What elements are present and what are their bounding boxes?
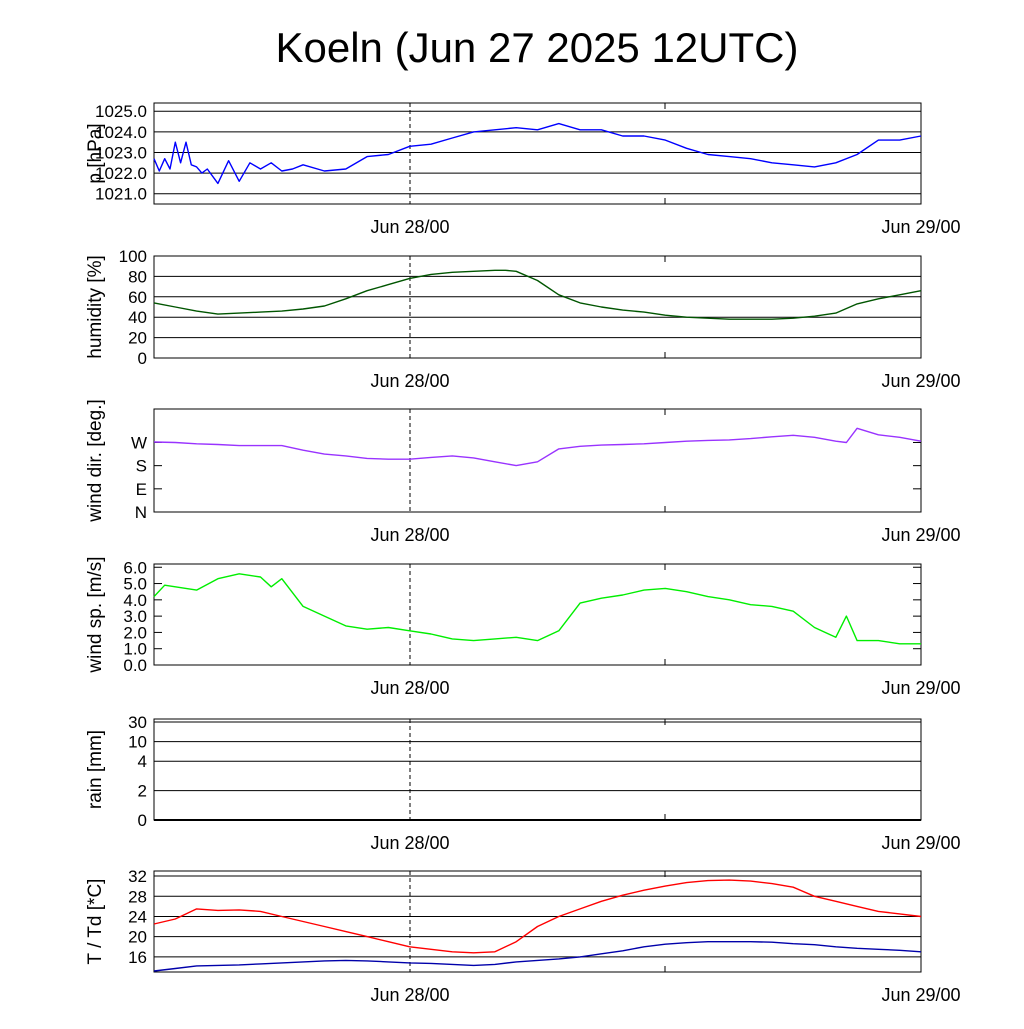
panel-frame-3 <box>153 408 922 513</box>
x-tick-label: Jun 28/00 <box>370 678 449 698</box>
y-tick-label: 2.0 <box>123 623 147 642</box>
y-tick-label: 32 <box>128 867 147 886</box>
y-tick-label: 1025.0 <box>95 102 147 121</box>
y-tick-label: 1022.0 <box>95 164 147 183</box>
y-axis-label: p [hPa] <box>85 123 106 183</box>
y-tick-label: E <box>136 480 147 499</box>
y-tick-label: 60 <box>128 288 147 307</box>
panel-frame-5 <box>153 718 922 821</box>
series-line <box>153 573 921 645</box>
chart-title: Koeln (Jun 27 2025 12UTC) <box>275 24 799 71</box>
y-tick-label: W <box>131 433 147 452</box>
y-tick-label: 5.0 <box>123 575 147 594</box>
x-tick-label: Jun 29/00 <box>881 371 960 391</box>
y-tick-label: 24 <box>128 907 147 926</box>
x-tick-label: Jun 29/00 <box>881 985 960 1005</box>
series-line <box>153 269 922 320</box>
x-tick-label: Jun 28/00 <box>370 833 449 853</box>
y-tick-label: 0 <box>138 349 147 368</box>
y-tick-label: 1021.0 <box>95 185 147 204</box>
y-axis-label: humidity [%] <box>85 255 106 358</box>
panel-frame-4 <box>153 563 922 666</box>
series-line <box>153 122 922 185</box>
y-tick-label: 0.0 <box>123 656 147 675</box>
y-tick-label: 40 <box>128 308 147 327</box>
y-tick-label: 2 <box>138 782 147 801</box>
x-tick-label: Jun 28/00 <box>370 217 449 237</box>
series-line <box>153 879 922 954</box>
panel-frame-2 <box>153 255 922 359</box>
x-tick-label: Jun 28/00 <box>370 371 449 391</box>
y-tick-label: 20 <box>128 329 147 348</box>
x-tick-label: Jun 28/00 <box>370 525 449 545</box>
y-axis-label: T / Td [*C] <box>85 879 106 965</box>
panel-frame-6 <box>153 870 922 973</box>
y-tick-label: 0 <box>138 811 147 830</box>
y-tick-label: 3.0 <box>123 607 147 626</box>
x-tick-label: Jun 29/00 <box>881 525 960 545</box>
y-tick-label: 4 <box>138 752 147 771</box>
x-tick-label: Jun 29/00 <box>881 833 960 853</box>
y-axis-label: rain [mm] <box>85 730 106 809</box>
y-tick-label: 30 <box>128 713 147 732</box>
y-tick-label: 80 <box>128 267 147 286</box>
y-tick-label: S <box>136 457 147 476</box>
x-tick-label: Jun 29/00 <box>881 678 960 698</box>
y-tick-label: 6.0 <box>123 558 147 577</box>
x-tick-label: Jun 29/00 <box>881 217 960 237</box>
y-axis-label: wind sp. [m/s] <box>85 556 106 673</box>
y-tick-label: 28 <box>128 887 147 906</box>
series-line <box>153 941 922 972</box>
y-tick-label: 4.0 <box>123 591 147 610</box>
series-line <box>153 427 922 467</box>
y-tick-label: 10 <box>128 733 147 752</box>
y-tick-label: 16 <box>128 948 147 967</box>
y-tick-label: N <box>135 503 147 522</box>
panel-frame-1 <box>153 102 922 205</box>
x-tick-label: Jun 28/00 <box>370 985 449 1005</box>
y-tick-label: 100 <box>119 247 147 266</box>
y-tick-label: 20 <box>128 928 147 947</box>
y-tick-label: 1023.0 <box>95 143 147 162</box>
y-tick-label: 1.0 <box>123 640 147 659</box>
y-tick-label: 1024.0 <box>95 123 147 142</box>
y-axis-label: wind dir. [deg.] <box>85 399 106 523</box>
